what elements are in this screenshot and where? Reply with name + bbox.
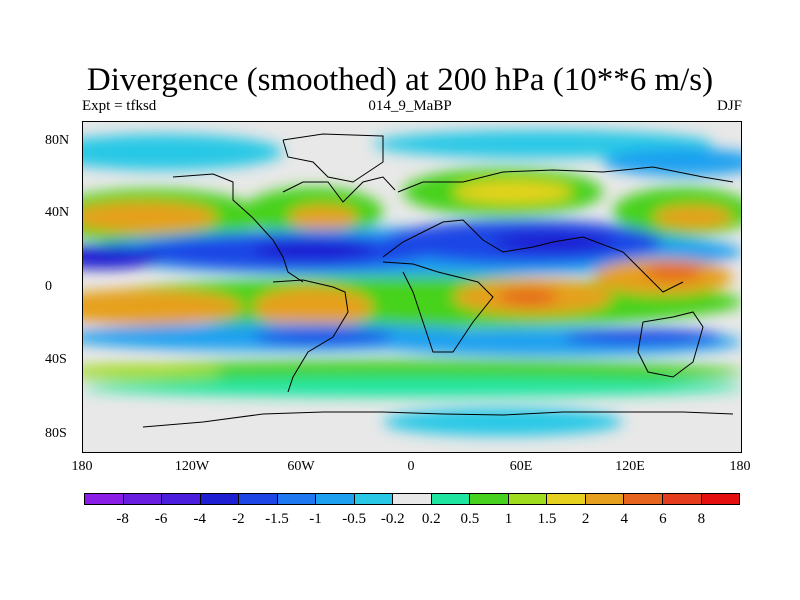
run-label: 014_9_MaBP <box>368 98 452 114</box>
colorbar-label: -2 <box>232 511 245 527</box>
y-tick-40n: 40N <box>45 205 70 220</box>
colorbar-segment <box>431 494 471 504</box>
colorbar-label: -6 <box>154 511 168 527</box>
x-tick-60e: 60E <box>509 459 533 474</box>
colorbar-segment <box>662 494 702 504</box>
colorbar-segment <box>162 494 201 504</box>
colorbar-segment <box>624 494 663 504</box>
y-tick-equator: 0 <box>45 279 52 294</box>
colorbar-segment <box>85 494 124 504</box>
colorbar-label: 8 <box>697 511 706 527</box>
season-label: DJF <box>716 98 742 114</box>
experiment-label: Expt = tfksd <box>82 98 157 114</box>
x-tick-180e: 180 <box>729 459 751 474</box>
colorbar-segment <box>393 494 432 504</box>
colorbar-segment <box>239 494 278 504</box>
colorbar-label: -1 <box>309 511 322 527</box>
colorbar-label: -4 <box>193 511 207 527</box>
colorbar-segment <box>277 494 317 504</box>
x-tick-60w: 60W <box>287 459 315 474</box>
y-tick-80s: 80S <box>45 426 67 441</box>
x-tick-180w: 180 <box>71 459 93 474</box>
plot-title: Divergence (smoothed) at 200 hPa (10**6 … <box>86 62 714 98</box>
colorbar-label: 0.5 <box>460 511 480 527</box>
y-tick-40s: 40S <box>45 352 67 367</box>
map-canvas <box>83 122 741 452</box>
colorbar-segment <box>701 494 740 504</box>
colorbar-label: 1.5 <box>537 511 557 527</box>
x-tick-120e: 120E <box>615 459 645 474</box>
colorbar-segment <box>354 494 394 504</box>
colorbar-segment <box>508 494 548 504</box>
x-tick-120w: 120W <box>174 459 210 474</box>
colorbar <box>84 493 740 505</box>
colorbar-segment <box>316 494 355 504</box>
colorbar-segment <box>547 494 586 504</box>
divergence-map <box>82 121 742 453</box>
colorbar-label: -0.5 <box>342 511 366 527</box>
colorbar-segment <box>470 494 509 504</box>
colorbar-label: 4 <box>620 511 628 527</box>
colorbar-label: 0.2 <box>421 511 441 527</box>
colorbar-segment <box>200 494 240 504</box>
colorbar-label: 2 <box>581 511 590 527</box>
colorbar-label: -1.5 <box>265 511 289 527</box>
colorbar-label: 1 <box>504 511 513 527</box>
colorbar-label: -8 <box>116 511 129 527</box>
x-tick-0: 0 <box>407 459 415 474</box>
colorbar-segment <box>123 494 163 504</box>
colorbar-label: -0.2 <box>380 511 405 527</box>
colorbar-segment <box>585 494 625 504</box>
colorbar-label: 6 <box>659 511 667 527</box>
y-tick-80n: 80N <box>45 133 70 148</box>
